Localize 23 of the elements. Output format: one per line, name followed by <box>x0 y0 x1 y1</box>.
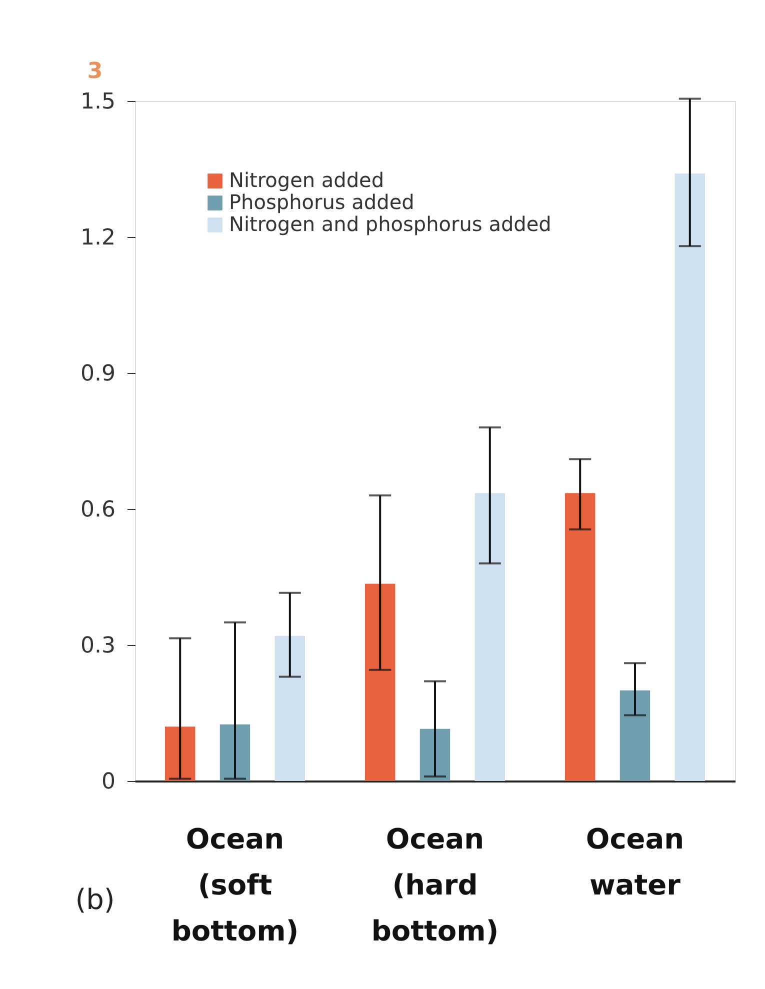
y-tick-label: 0 <box>102 770 116 794</box>
x-tick-label: Ocean (hard bottom) <box>371 822 499 948</box>
text: 3 <box>87 59 103 84</box>
legend-label: Phosphorus added <box>229 190 414 214</box>
legend-label: Nitrogen and phosphorus added <box>229 212 552 236</box>
y-tick-label: 0.6 <box>80 498 116 522</box>
y-tick-label: 0.3 <box>80 634 116 658</box>
bar <box>674 174 705 781</box>
bar <box>474 493 505 781</box>
y-tick-label: 1.2 <box>80 226 116 250</box>
bar <box>420 728 450 781</box>
bar <box>220 724 250 781</box>
bar <box>620 690 650 781</box>
y-tick-label: 0.9 <box>80 362 116 386</box>
y-tick-label: 1.5 <box>80 90 116 114</box>
x-tick-label: Ocean (soft bottom) <box>171 822 299 948</box>
text: (b) <box>75 883 115 916</box>
bar <box>274 636 305 781</box>
bar <box>565 493 596 781</box>
bar <box>165 726 196 781</box>
legend-label: Nitrogen added <box>229 168 384 192</box>
x-tick-label: Ocean water <box>586 822 684 902</box>
bar <box>365 584 396 781</box>
